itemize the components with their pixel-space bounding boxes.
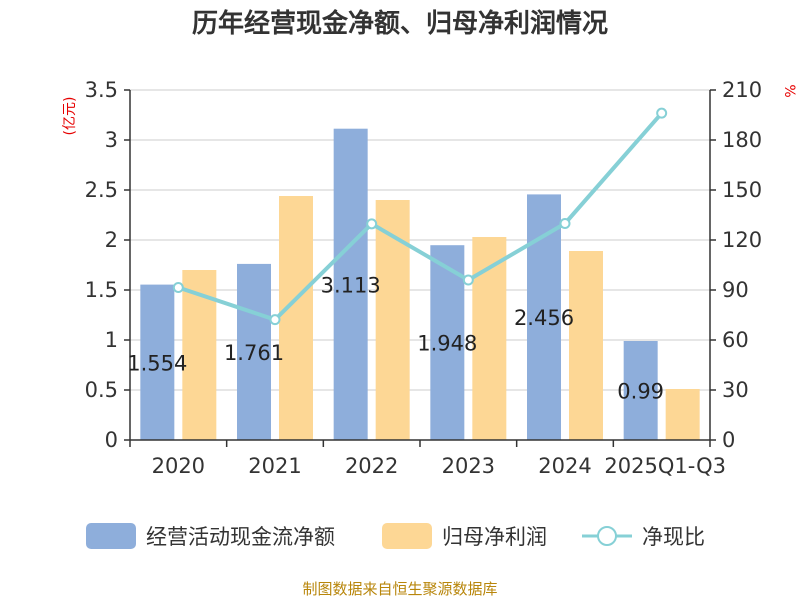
net-profit-bar <box>279 196 313 440</box>
ratio-line-group <box>172 107 668 326</box>
left-tick-label: 0 <box>105 428 118 452</box>
left-tick-label: 1 <box>105 328 118 352</box>
right-tick-label: 150 <box>722 178 762 202</box>
legend-swatch-profit <box>382 523 432 549</box>
right-tick-label: 120 <box>722 228 762 252</box>
grid-lines <box>130 89 710 391</box>
right-tick-label: 90 <box>722 278 749 302</box>
axes: 0 0.5 1 1.5 2 2.5 3 3.5 0 30 60 90 120 150 180 210 2020 2… <box>85 78 763 478</box>
x-tick-label: 2022 <box>345 454 398 478</box>
net-profit-bar <box>472 237 507 440</box>
cashflow-bar <box>430 245 465 440</box>
cashflow-bar <box>623 341 658 440</box>
cashflow-data-label: 1.554 <box>127 351 187 375</box>
x-tick-label: 2024 <box>538 454 591 478</box>
data-labels: 1.554 1.761 3.113 1.948 2.456 0.99 <box>127 273 664 403</box>
cashflow-bar <box>140 284 175 440</box>
left-tick-label: 3.5 <box>85 78 118 102</box>
cashflow-bar <box>333 128 368 440</box>
legend-label-profit: 归母净利润 <box>442 525 547 549</box>
legend-label-cashflow: 经营活动现金流净额 <box>146 525 335 549</box>
cashflow-bar <box>237 263 271 440</box>
cashflow-data-label: 1.761 <box>224 341 284 365</box>
legend-marker-ratio <box>597 526 617 546</box>
ratio-point <box>269 314 281 326</box>
x-tick-label: 2023 <box>442 454 495 478</box>
right-tick-label: 180 <box>722 128 762 152</box>
left-tick-label: 0.5 <box>85 378 118 402</box>
ratio-point <box>656 107 668 119</box>
right-tick-label: 0 <box>722 428 735 452</box>
net-profit-bar <box>665 389 700 440</box>
chart-title: 历年经营现金净额、归母净利润情况 <box>192 8 608 39</box>
right-tick-label: 30 <box>722 378 749 402</box>
right-axis-unit: % <box>781 84 797 97</box>
ratio-point <box>366 218 378 230</box>
ratio-point <box>172 282 184 293</box>
source-note: 制图数据来自恒生聚源数据库 <box>302 580 497 598</box>
left-axis-unit: (亿元) <box>62 97 78 136</box>
right-tick-label: 210 <box>722 78 762 102</box>
legend-label-ratio: 净现比 <box>642 525 705 549</box>
left-tick-label: 3 <box>105 128 118 152</box>
x-tick-label: 2020 <box>152 454 205 478</box>
cashflow-data-label: 3.113 <box>321 273 381 297</box>
x-tick-label: 2021 <box>248 454 301 478</box>
cashflow-data-label: 1.948 <box>417 332 477 356</box>
net-profit-bar <box>375 200 410 440</box>
x-tick-label: 2025Q1-Q3 <box>604 454 726 478</box>
left-tick-label: 2 <box>105 228 118 252</box>
cashflow-data-label: 0.99 <box>617 380 664 404</box>
bar-group <box>140 128 700 440</box>
left-tick-label: 1.5 <box>85 278 118 302</box>
left-tick-label: 2.5 <box>85 178 118 202</box>
ratio-line <box>177 111 664 322</box>
net-profit-bar <box>569 251 603 440</box>
right-tick-label: 60 <box>722 328 749 352</box>
legend: 经营活动现金流净额 归母净利润 净现比 <box>86 523 705 549</box>
ratio-point <box>559 218 571 229</box>
ratio-point <box>462 274 474 286</box>
legend-swatch-cashflow <box>86 523 136 549</box>
cashflow-data-label: 2.456 <box>514 306 574 330</box>
